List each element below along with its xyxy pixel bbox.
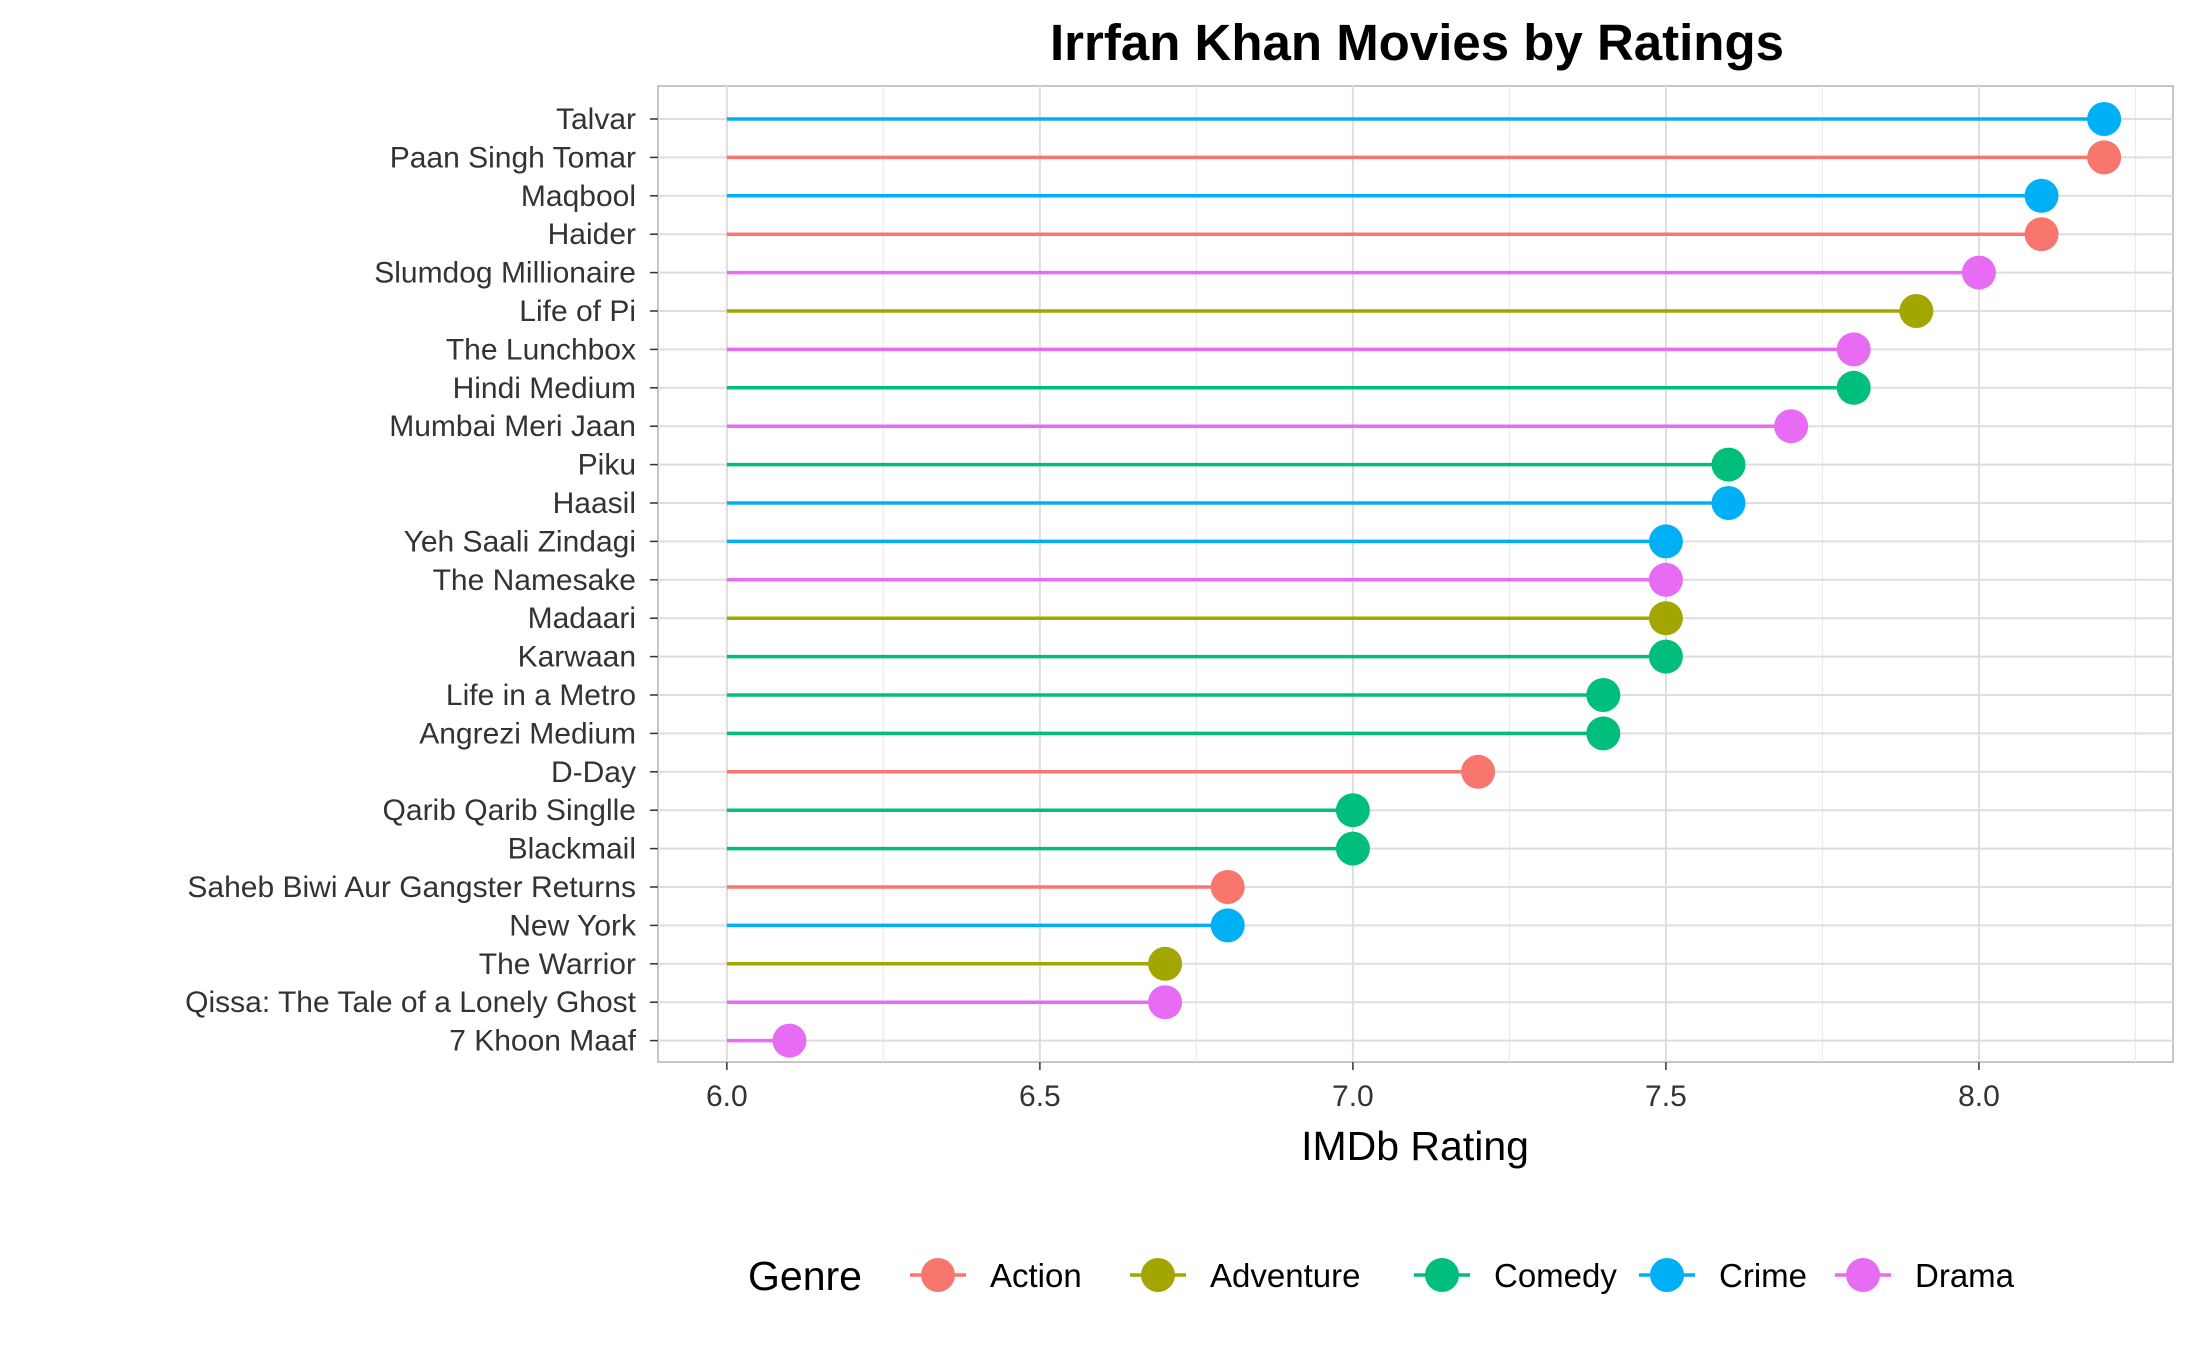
x-tick-label: 6.0	[706, 1080, 748, 1113]
lollipop-point	[1648, 639, 1683, 674]
lollipop-point	[1210, 870, 1245, 904]
movie-title-labels: Talvar Paan Singh Tomar Maqbool Haider Slumd…	[185, 103, 658, 1058]
legend-key-point	[921, 1258, 955, 1292]
lollipop-point	[2024, 178, 2059, 213]
lollipop-point	[1586, 678, 1621, 712]
movie-title-label: Life in a Metro	[446, 679, 636, 712]
legend-key-point	[1141, 1258, 1175, 1292]
lollipop-point	[1836, 332, 1871, 367]
lollipop-point	[1335, 831, 1370, 866]
legend-label: Drama	[1915, 1257, 2015, 1294]
lollipop-point	[1711, 447, 1746, 482]
lollipop-point	[1148, 985, 1183, 1020]
movie-title-label: Karwaan	[518, 641, 636, 674]
plot-panel	[657, 85, 2174, 1063]
legend-key-point	[1425, 1258, 1459, 1292]
movie-title-label: Piku	[578, 449, 636, 482]
movie-title-label: Hindi Medium	[453, 372, 636, 405]
chart-title: Irrfan Khan Movies by Ratings	[1050, 14, 1784, 71]
lollipop-point	[2024, 217, 2059, 252]
movie-title-label: Slumdog Millionaire	[374, 257, 636, 290]
lollipop-point	[1335, 793, 1370, 828]
movie-title-label: Saheb Biwi Aur Gangster Returns	[187, 871, 636, 904]
movie-title-label: Blackmail	[508, 833, 636, 866]
lollipop-point	[1210, 908, 1245, 943]
legend-entries: Action Adventure Comedy Crime Drama	[910, 1257, 2015, 1294]
movie-title-label: Angrezi Medium	[419, 717, 636, 750]
movie-title-label: Haider	[548, 218, 636, 251]
lollipop-point	[2087, 102, 2122, 136]
movie-title-label: Madaari	[528, 602, 636, 635]
lollipop-point	[1648, 562, 1683, 597]
x-tick-label: 7.5	[1645, 1080, 1687, 1113]
movie-title-label: Qissa: The Tale of a Lonely Ghost	[185, 986, 636, 1019]
lollipop-point	[1648, 524, 1683, 559]
legend-label: Adventure	[1210, 1257, 1360, 1294]
lollipop-point	[1648, 601, 1683, 636]
movie-title-label: Qarib Qarib Singlle	[383, 794, 636, 827]
movie-title-label: New York	[509, 909, 637, 942]
legend-label: Crime	[1719, 1257, 1807, 1294]
lollipop-point	[1586, 716, 1621, 751]
movie-title-label: Life of Pi	[519, 295, 636, 328]
legend-title: Genre	[748, 1253, 862, 1299]
movie-title-label: The Warrior	[479, 948, 636, 981]
lollipop-stems	[726, 117, 2105, 1043]
x-tick-label: 8.0	[1958, 1080, 2000, 1113]
movie-title-label: The Namesake	[433, 564, 636, 597]
lollipop-point	[1711, 486, 1746, 520]
legend-key-point	[1650, 1258, 1684, 1292]
movie-title-label: 7 Khoon Maaf	[449, 1025, 636, 1058]
lollipop-point	[1961, 255, 1996, 290]
movie-title-label: Yeh Saali Zindagi	[404, 525, 636, 558]
x-tick-label: 7.0	[1332, 1080, 1374, 1113]
legend-key-point	[1846, 1258, 1880, 1292]
movie-title-label: Talvar	[556, 103, 636, 136]
legend: Genre Action Adventure Comedy Crime Drama	[748, 1253, 2015, 1299]
lollipop-point	[772, 1023, 807, 1058]
x-axis-ticks: 6.0 6.5 7.0 7.5 8.0	[706, 1062, 2000, 1113]
x-tick-label: 6.5	[1019, 1080, 1061, 1113]
lollipop-point	[1461, 754, 1496, 789]
lollipop-point	[1774, 409, 1809, 444]
movie-title-label: The Lunchbox	[446, 333, 636, 366]
movie-title-label: Maqbool	[521, 180, 636, 213]
legend-label: Action	[990, 1257, 1082, 1294]
movie-title-label: Haasil	[553, 487, 636, 520]
lollipop-point	[1836, 370, 1871, 405]
lollipop-points	[772, 102, 2122, 1058]
legend-label: Comedy	[1494, 1257, 1617, 1294]
movie-title-label: Mumbai Meri Jaan	[389, 410, 636, 443]
x-axis-title: IMDb Rating	[1301, 1123, 1529, 1169]
lollipop-point	[1148, 946, 1183, 981]
lollipop-point	[2087, 140, 2122, 175]
movie-title-label: D-Day	[551, 756, 636, 789]
lollipop-point	[1899, 294, 1934, 328]
movie-title-label: Paan Singh Tomar	[390, 141, 636, 174]
